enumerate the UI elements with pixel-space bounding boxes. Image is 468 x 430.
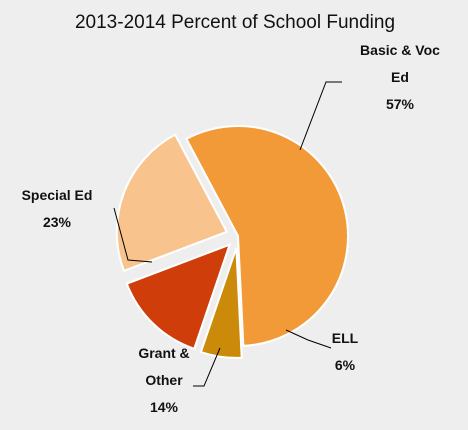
slice-value-label: 14%	[150, 399, 179, 415]
slice-category-label: Ed	[391, 69, 409, 85]
slice-label: Grant & Other 14%	[138, 345, 189, 415]
leader-line	[299, 81, 342, 151]
slice-category-label: Grant &	[138, 345, 189, 361]
slice-category-label: Special Ed	[22, 187, 93, 203]
slice-category-label: Basic & Voc	[360, 42, 440, 58]
slice-labels: Basic & Voc Ed 57% ELL 6% Grant & Other 14% Spec…	[22, 42, 441, 415]
leader-line	[113, 207, 153, 263]
slice-label: ELL 6%	[332, 330, 359, 373]
leader-line	[193, 347, 221, 387]
pie-slice	[115, 133, 229, 273]
slice-category-label: ELL	[332, 330, 359, 346]
slice-category-label: Other	[145, 372, 183, 388]
chart-title: 2013-2014 Percent of School Funding	[75, 12, 395, 33]
pie-slices	[115, 125, 349, 359]
slice-value-label: 57%	[386, 96, 415, 112]
slice-label: Basic & Voc Ed 57%	[360, 42, 440, 112]
leader-line	[285, 329, 332, 349]
pie-slice	[185, 125, 349, 347]
leader-lines	[113, 81, 342, 387]
pie-slice	[199, 247, 243, 359]
slice-label: Special Ed 23%	[22, 187, 93, 230]
pie-slice	[125, 242, 232, 351]
slice-value-label: 23%	[43, 214, 72, 230]
slice-value-label: 6%	[335, 357, 356, 373]
